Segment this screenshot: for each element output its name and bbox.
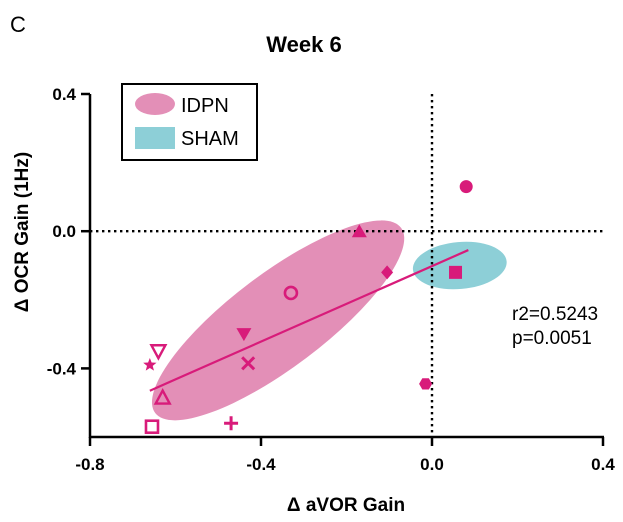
data-point-triangle-filled: [351, 224, 367, 238]
data-point-triangle-down-open: [149, 344, 168, 361]
data-point-star: [143, 357, 157, 371]
y-tick-label: -0.4: [47, 359, 77, 378]
annotation-p: p=0.0051: [512, 328, 592, 349]
regression-line: [149, 249, 469, 392]
ellipses-layer: [151, 220, 507, 421]
data-point-triangle-down-filled: [236, 328, 252, 342]
x-axis-label: Δ aVOR Gain: [287, 495, 405, 516]
data-point-circle-open: [283, 285, 299, 301]
x-tick-label: 0.0: [420, 455, 444, 474]
legend: IDPN SHAM: [121, 83, 258, 161]
ellipse-idpn: [151, 220, 405, 421]
data-point-x: [241, 356, 256, 371]
y-axis-label: Δ OCR Gain (1Hz): [12, 152, 33, 312]
points-layer: [143, 180, 473, 435]
data-point-square-open: [144, 419, 160, 435]
legend-label-idpn: IDPN: [181, 95, 229, 117]
panel-label: C: [10, 12, 26, 37]
data-point-hexagon-filled: [419, 378, 433, 390]
legend-swatch-idpn: [135, 93, 175, 115]
x-tick-label: 0.4: [591, 455, 615, 474]
annotation-r2: r2=0.5243: [512, 304, 598, 325]
regression-layer: [149, 249, 469, 392]
data-point-diamond-filled: [381, 265, 394, 280]
data-point-triangle-open: [153, 388, 172, 405]
x-tick-label: -0.4: [246, 455, 276, 474]
y-tick-label: 0.0: [52, 222, 76, 241]
chart-title: Week 6: [266, 32, 341, 57]
x-tick-label: -0.8: [75, 455, 104, 474]
data-point-plus: [224, 416, 239, 431]
data-point-circle-filled: [459, 180, 473, 194]
axes: -0.8 -0.4 0.0 0.4 -0.4 0.0 0.4: [47, 85, 616, 474]
y-tick-label: 0.4: [52, 85, 76, 104]
data-point-square-filled: [449, 265, 463, 279]
ellipse-sham: [412, 241, 507, 290]
legend-label-sham: SHAM: [181, 128, 239, 150]
legend-swatch-sham: [135, 127, 175, 149]
reference-lines: [90, 94, 603, 437]
